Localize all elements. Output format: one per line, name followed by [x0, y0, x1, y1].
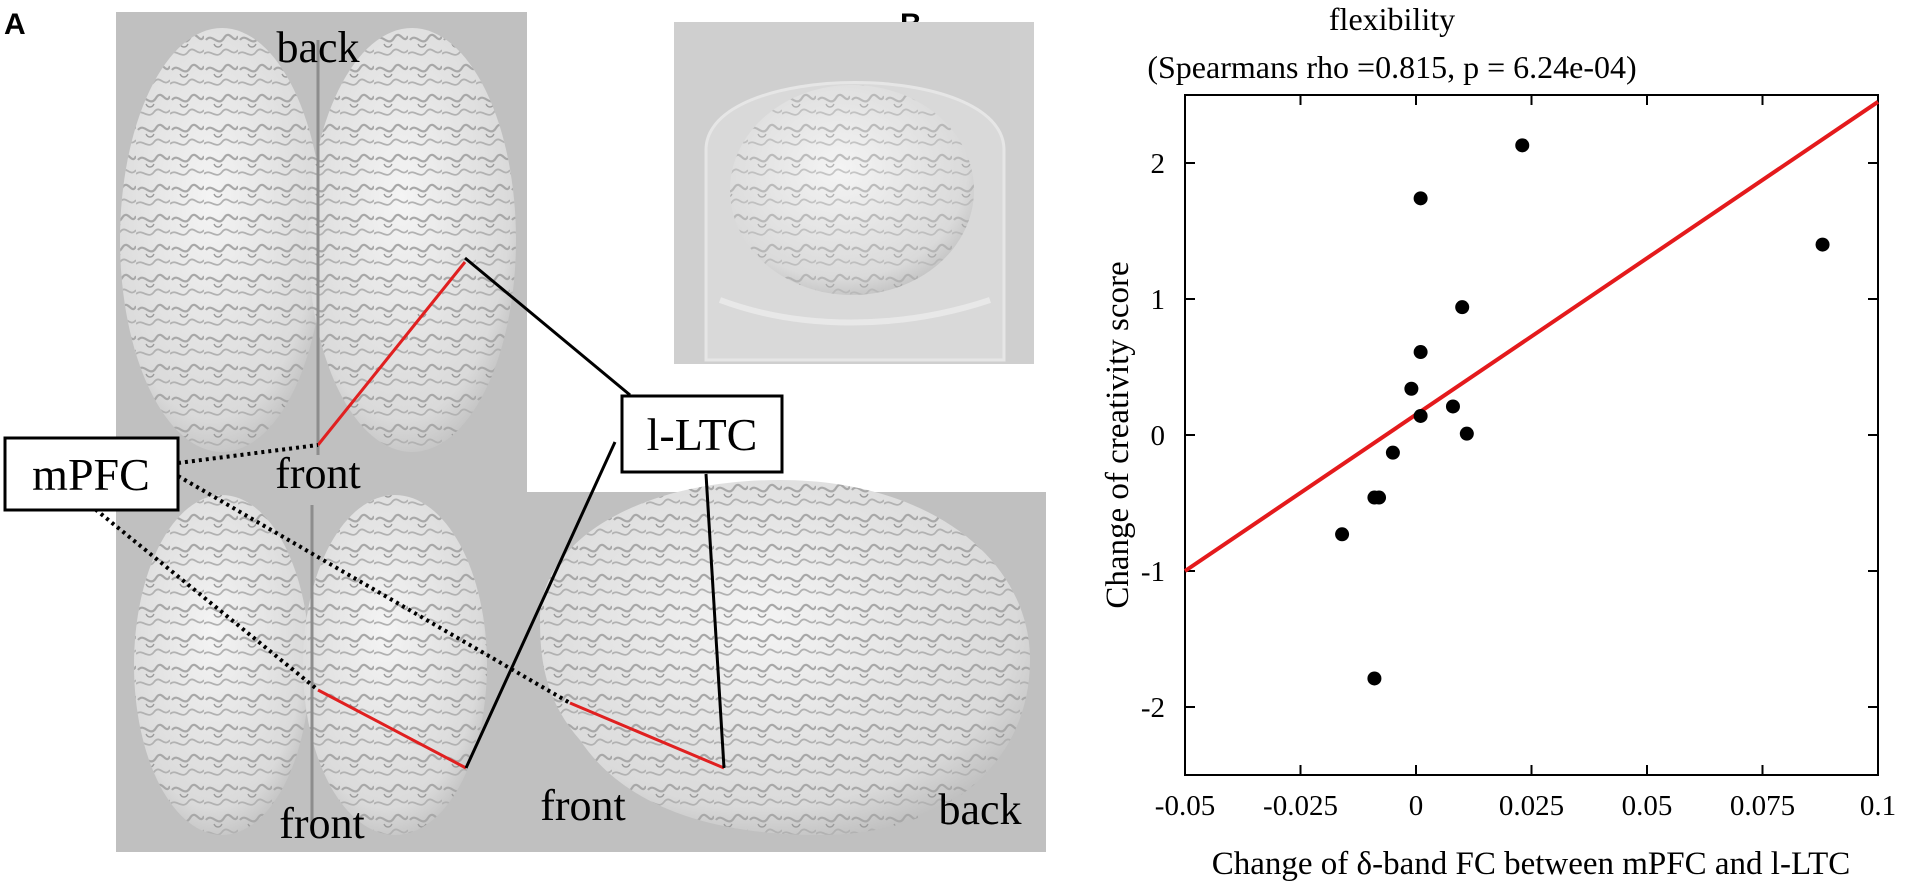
scatter-point — [1413, 191, 1428, 206]
head-inset-image — [674, 22, 1034, 364]
x-tick-label: -0.025 — [1263, 790, 1338, 822]
panel-b-scatter-plot: flexibility (Spearmans rho =0.815, p = 6… — [1100, 1, 1896, 882]
lltc-leader-top — [464, 256, 631, 397]
lltc-leader-frontal — [464, 441, 617, 769]
scatter-point — [1413, 408, 1428, 423]
scatter-point — [1367, 671, 1382, 686]
lateral-front-label: front — [540, 781, 626, 830]
plot-title-line1: flexibility — [1329, 1, 1455, 37]
x-tick-label: 0.05 — [1622, 790, 1673, 822]
regression-fit-line — [1183, 100, 1880, 573]
x-axis-label: Change of δ-band FC between mPFC and l-L… — [1212, 846, 1851, 882]
mpfc-leader-lateral — [176, 474, 572, 705]
mpfc-box — [3, 436, 180, 512]
scatter-point — [1372, 490, 1387, 505]
scatter-point — [1815, 237, 1830, 252]
connection-line-top — [316, 261, 467, 446]
brain-top-view — [120, 28, 516, 455]
top-front-label: front — [275, 449, 361, 498]
lltc-leader-lateral — [704, 473, 726, 769]
y-tick-label: 0 — [1151, 420, 1166, 452]
scatter-point — [1335, 527, 1350, 542]
scatter-point — [1515, 138, 1530, 153]
top-back-label: back — [276, 23, 359, 72]
y-tick-label: 2 — [1151, 148, 1166, 180]
brain-frontal-view — [134, 495, 487, 835]
scatter-point — [1413, 345, 1428, 360]
scatter-point — [1385, 445, 1400, 460]
x-tick-label: 0.025 — [1499, 790, 1564, 822]
y-tick-label: 1 — [1151, 284, 1166, 316]
y-tick-label: -1 — [1141, 556, 1165, 588]
lltc-box — [620, 394, 784, 474]
x-tick-label: 0.1 — [1860, 790, 1896, 822]
scatter-point — [1459, 426, 1474, 441]
data-points — [1335, 138, 1830, 686]
panel-a: mPFC l-LTC back front front front back — [3, 12, 1046, 852]
plot-axes-box — [1184, 94, 1879, 776]
x-tick-label: 0.075 — [1730, 790, 1795, 822]
x-tick-label: 0 — [1409, 790, 1424, 822]
connection-line-lateral — [569, 701, 725, 770]
mpfc-box-label: mPFC — [32, 449, 150, 500]
scatter-point — [1455, 300, 1470, 315]
x-ticks: -0.05 -0.025 0 0.025 0.05 0.075 0.1 — [1155, 95, 1896, 822]
y-tick-label: -2 — [1141, 692, 1165, 724]
scatter-point — [1445, 399, 1460, 414]
scatter-point — [1404, 381, 1419, 396]
lateral-back-label: back — [938, 785, 1021, 834]
frontal-front-label: front — [279, 799, 365, 848]
y-ticks: -2 -1 0 1 2 — [1141, 148, 1878, 724]
lltc-box-label: l-LTC — [647, 409, 758, 460]
mpfc-leader-top — [177, 443, 319, 465]
panel-a-letter: A — [4, 8, 26, 41]
plot-title-line2: (Spearmans rho =0.815, p = 6.24e-04) — [1147, 49, 1636, 85]
brain-lateral-view — [540, 480, 1030, 835]
y-axis-label: Change of creativity score — [1100, 261, 1136, 608]
x-tick-label: -0.05 — [1155, 790, 1215, 822]
connection-line-frontal — [317, 688, 467, 770]
